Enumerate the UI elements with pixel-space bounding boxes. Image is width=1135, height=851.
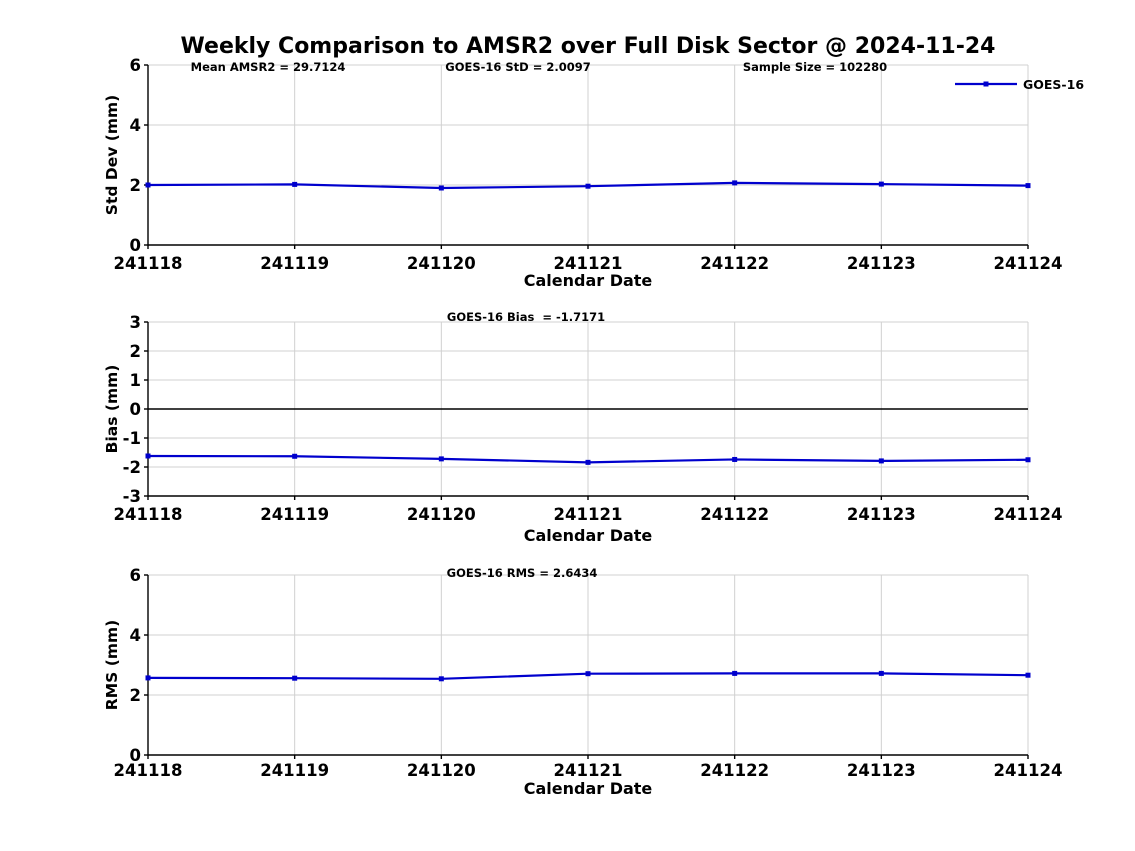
x-axis-label: Calendar Date	[524, 271, 653, 290]
x-tick-label: 241120	[407, 505, 476, 524]
data-point-marker	[585, 671, 591, 677]
y-tick-label: 0	[130, 236, 141, 255]
data-point-marker	[145, 182, 151, 188]
y-tick-label: -2	[123, 458, 141, 477]
x-tick-label: 241123	[847, 761, 916, 780]
data-point-marker	[878, 670, 884, 676]
y-axis-label: RMS (mm)	[103, 620, 121, 710]
figure-title: Weekly Comparison to AMSR2 over Full Dis…	[181, 34, 996, 59]
y-axis-label: Std Dev (mm)	[103, 95, 121, 215]
x-tick-label: 241124	[994, 761, 1063, 780]
data-point-marker	[438, 185, 444, 191]
panel-bias: 241118 241119 241120 241121 241122 241123 2411…	[103, 310, 1062, 545]
data-point-marker	[438, 456, 444, 462]
x-tick-label: 241119	[260, 254, 329, 273]
x-tick-label: 241119	[260, 505, 329, 524]
data-point-marker	[1025, 457, 1031, 463]
annotation: GOES-16 StD = 2.0097	[445, 60, 590, 74]
data-point-marker	[292, 675, 298, 681]
data-point-marker	[878, 181, 884, 187]
panel-std_dev: 241118 241119 241120 241121 241122 241123 2411…	[103, 56, 1062, 290]
y-tick-label: 0	[130, 746, 141, 765]
x-tick-label: 241118	[114, 761, 183, 780]
x-tick-label: 241124	[994, 254, 1063, 273]
legend-marker	[983, 81, 989, 87]
data-point-marker	[292, 453, 298, 459]
legend: GOES-16	[955, 77, 1084, 92]
data-point-marker	[438, 676, 444, 682]
chart-panels: 241118 241119 241120 241121 241122 241123 2411…	[103, 56, 1062, 798]
annotation: Sample Size = 102280	[743, 60, 887, 74]
data-point-marker	[145, 675, 151, 681]
x-tick-label: 241119	[260, 761, 329, 780]
x-tick-label: 241122	[700, 254, 769, 273]
data-point-marker	[878, 458, 884, 464]
data-point-marker	[732, 456, 738, 462]
y-tick-label: 3	[130, 313, 141, 332]
x-tick-label: 241118	[114, 505, 183, 524]
x-tick-label: 241118	[114, 254, 183, 273]
data-point-marker	[1025, 672, 1031, 678]
y-axis-label: Bias (mm)	[103, 365, 121, 454]
x-tick-label: 241122	[700, 761, 769, 780]
panel-rms: 241118 241119 241120 241121 241122 241123 2411…	[103, 566, 1062, 798]
annotation: GOES-16 RMS = 2.6434	[447, 566, 598, 580]
y-tick-label: 4	[130, 626, 141, 645]
y-tick-label: -1	[123, 429, 141, 448]
x-tick-label: 241120	[407, 761, 476, 780]
y-tick-label: -3	[123, 487, 141, 506]
data-point-marker	[292, 181, 298, 187]
x-axis-label: Calendar Date	[524, 526, 653, 545]
x-tick-label: 241120	[407, 254, 476, 273]
data-point-marker	[585, 183, 591, 189]
data-point-marker	[732, 180, 738, 186]
y-tick-label: 6	[130, 566, 141, 585]
x-tick-label: 241123	[847, 505, 916, 524]
data-point-marker	[145, 453, 151, 459]
y-tick-label: 2	[130, 176, 141, 195]
x-tick-label: 241121	[554, 761, 623, 780]
legend-label: GOES-16	[1023, 77, 1084, 92]
y-tick-label: 2	[130, 686, 141, 705]
x-tick-label: 241124	[994, 505, 1063, 524]
x-tick-label: 241121	[554, 254, 623, 273]
data-point-marker	[585, 459, 591, 465]
x-tick-label: 241121	[554, 505, 623, 524]
data-point-marker	[732, 670, 738, 676]
y-tick-label: 1	[130, 371, 141, 390]
annotation: Mean AMSR2 = 29.7124	[191, 60, 346, 74]
data-point-marker	[1025, 183, 1031, 189]
x-axis-label: Calendar Date	[524, 779, 653, 798]
y-tick-label: 0	[130, 400, 141, 419]
x-tick-label: 241123	[847, 254, 916, 273]
x-tick-label: 241122	[700, 505, 769, 524]
y-tick-label: 6	[130, 56, 141, 75]
y-tick-label: 2	[130, 342, 141, 361]
y-tick-label: 4	[130, 116, 141, 135]
annotation: GOES-16 Bias = -1.7171	[447, 310, 605, 324]
